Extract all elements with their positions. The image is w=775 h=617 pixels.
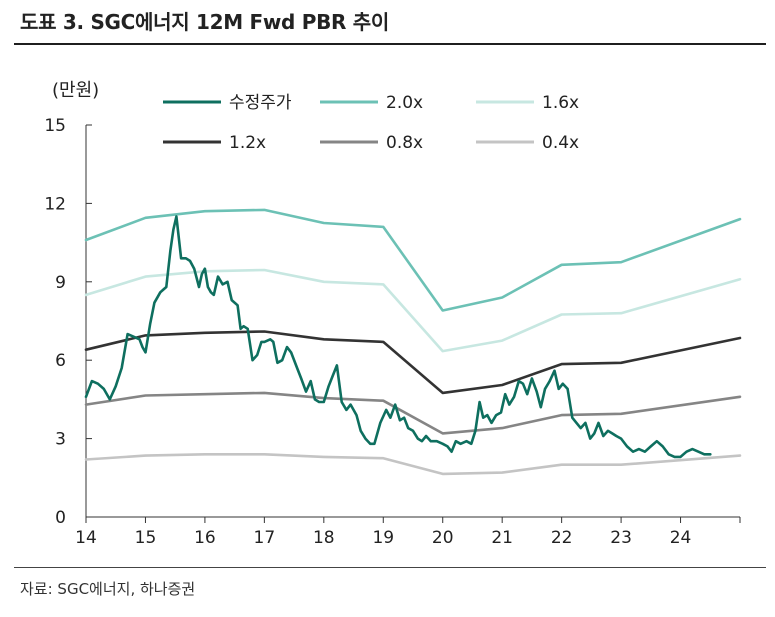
x-axis: 14 15 16 17 18 19 20 21 22 23 24 [75, 516, 741, 548]
x-tick-label: 19 [372, 528, 394, 548]
x-tick-label: 23 [610, 528, 632, 548]
y-tick-label: 0 [55, 508, 66, 528]
chart-title: 도표 3. SGC에너지 12M Fwd PBR 추이 [20, 10, 389, 34]
y-tick-label: 12 [44, 194, 66, 214]
source-note: 자료: SGC에너지, 하나증권 [20, 580, 196, 598]
y-tick-label: 9 [55, 273, 66, 293]
series-lines [84, 208, 742, 476]
series-line-2 [84, 268, 742, 353]
legend-label-3: 1.2x [229, 133, 266, 153]
footer-rule [14, 567, 766, 568]
legend-label-0: 수정주가 [229, 93, 292, 113]
legend-label-4: 0.8x [386, 133, 423, 153]
x-tick-label: 14 [75, 528, 97, 548]
series-line-1 [84, 208, 742, 312]
legend: 수정주가 2.0x 1.6x 1.2x 0.8x 0.4x [163, 93, 579, 153]
title-rule [14, 43, 766, 45]
legend-label-2: 1.6x [542, 93, 579, 113]
x-tick-label: 17 [254, 528, 276, 548]
legend-label-1: 2.0x [386, 93, 423, 113]
legend-label-5: 0.4x [542, 133, 579, 153]
x-tick-label: 16 [194, 528, 216, 548]
x-tick-label: 22 [551, 528, 573, 548]
series-line-3 [84, 330, 742, 395]
x-tick-label: 20 [432, 528, 454, 548]
x-tick-label: 15 [135, 528, 157, 548]
x-tick-label: 24 [670, 528, 692, 548]
y-tick-label: 6 [55, 351, 66, 371]
series-line-4 [84, 391, 742, 435]
unit-label: (만원) [52, 80, 99, 101]
x-tick-label: 18 [313, 528, 335, 548]
series-line-0 [84, 215, 712, 459]
x-tick-label: 21 [491, 528, 513, 548]
y-axis: 0 3 6 9 12 15 [44, 116, 92, 528]
series-line-5 [84, 452, 742, 476]
y-tick-label: 15 [44, 116, 66, 136]
y-tick-label: 3 [55, 430, 66, 450]
